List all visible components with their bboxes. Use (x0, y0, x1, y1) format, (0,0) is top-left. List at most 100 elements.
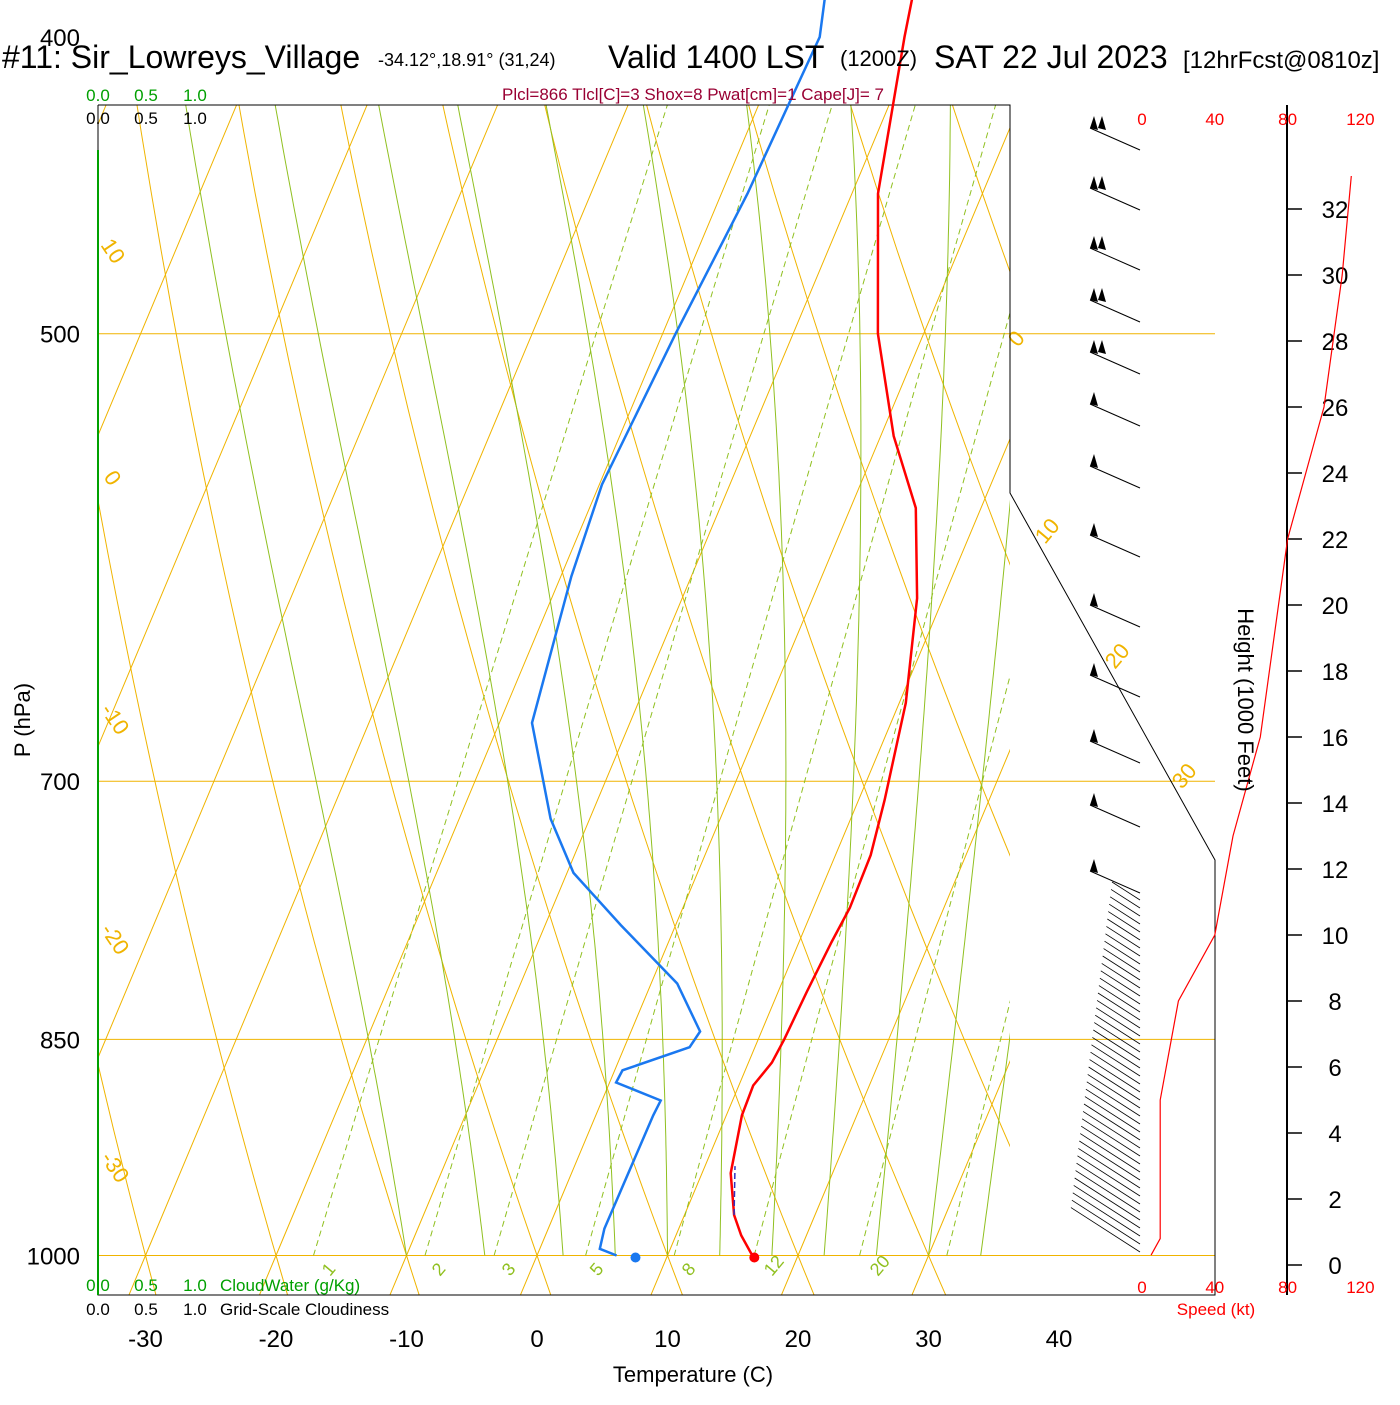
plot-frame (98, 105, 1215, 1295)
moist-adiabat-line (981, 0, 1185, 1256)
height-axis-title: Height (1000 Feet) (1233, 608, 1258, 791)
isotherm-line (0, 0, 313, 1320)
cloudwater-tick-bottom: 1.0 (183, 1276, 207, 1295)
wind-barb (1093, 1030, 1140, 1060)
wind-barb-flag (1098, 288, 1106, 302)
isotherm-line (0, 0, 52, 1320)
height-tick-label: 10 (1322, 923, 1349, 950)
dry-adiabat-line (1164, 0, 1400, 1320)
wind-barb (1096, 1008, 1140, 1036)
dry-adiabat-line (0, 0, 295, 1320)
wind-barb (1101, 971, 1140, 996)
station-name: #11: Sir_Lowreys_Village (2, 39, 360, 75)
wind-barb (1091, 1052, 1140, 1084)
isotherm-line (0, 0, 835, 1320)
wind-barb-flag (1090, 454, 1098, 468)
moist-adiabat-line (621, 0, 786, 1256)
wind-barb-flag (1090, 663, 1098, 677)
wind-barb-flag (1098, 340, 1106, 354)
isotherm-label: 30 (1167, 758, 1202, 793)
wind-barb (1110, 897, 1140, 916)
wind-barb (1076, 1171, 1140, 1212)
cloudwater-label: CloudWater (g/Kg) (220, 1276, 360, 1295)
wind-barb-flag (1090, 523, 1098, 537)
x-axis-title: Temperature (C) (613, 1362, 773, 1387)
wind-barb-flag (1090, 236, 1098, 250)
height-tick-label: 20 (1322, 593, 1349, 620)
wind-barb (1090, 805, 1140, 827)
dry-adiabat-line (135, 0, 560, 1320)
wind-barb (1092, 1037, 1140, 1068)
y-tick-label: 850 (40, 1027, 80, 1054)
utc-time: (1200Z) (840, 46, 917, 71)
cloudwater-tick-top: 0.5 (134, 86, 158, 105)
isotherm-line (0, 0, 443, 1320)
cloudwater-tick-top: 0.0 (86, 86, 110, 105)
moist-adiabat-line (173, 0, 484, 1256)
wind-barb (1090, 128, 1140, 150)
wind-barb (1074, 1185, 1140, 1228)
wind-barb (1090, 300, 1140, 322)
mixing-ratio-line (494, 37, 852, 1256)
cloudiness-tick-bottom: 0.0 (86, 1300, 110, 1319)
temperature-profile-line (731, 0, 1047, 1256)
wind-barb (1090, 466, 1140, 488)
speed-tick-bottom: 40 (1205, 1278, 1224, 1297)
wind-barb (1090, 352, 1140, 374)
isotherm-label: -30 (96, 1147, 135, 1187)
wind-barb (1090, 675, 1140, 697)
x-tick-label: -20 (259, 1326, 294, 1353)
isotherm-label: 20 (1100, 638, 1135, 673)
isotherm-line (771, 0, 1400, 1320)
wind-barb (1094, 1023, 1140, 1052)
speed-tick-top: 80 (1278, 110, 1297, 129)
x-tick-label: 40 (1046, 1326, 1073, 1353)
mixing-ratio-label: 8 (678, 1259, 700, 1280)
wind-barb (1079, 1141, 1140, 1180)
isotherm-label: 0 (99, 466, 127, 490)
y-axis-title: P (hPa) (10, 683, 35, 757)
height-tick-label: 0 (1328, 1253, 1341, 1280)
wind-barb (1090, 404, 1140, 426)
speed-tick-bottom: 80 (1278, 1278, 1297, 1297)
dry-adiabat-line (735, 0, 1400, 1320)
wind-barb (1109, 904, 1140, 924)
cloudiness-tick-top: 0.0 (86, 109, 110, 128)
wind-barb (1090, 248, 1140, 270)
wind-barb-flag (1090, 392, 1098, 406)
wind-barb (1077, 1156, 1140, 1196)
wind-barb-flag (1090, 288, 1098, 302)
x-tick-label: -30 (128, 1326, 163, 1353)
height-tick-label: 12 (1322, 857, 1349, 884)
height-tick-label: 6 (1328, 1055, 1341, 1082)
mixing-ratio-line (586, 37, 936, 1256)
wind-barb-flag (1090, 340, 1098, 354)
isotherm-label: -10 (96, 699, 135, 739)
height-tick-label: 14 (1322, 791, 1349, 818)
isotherm-line (118, 0, 965, 1320)
wind-barb (1097, 1000, 1140, 1028)
wind-barb (1083, 1111, 1140, 1148)
cloudiness-tick-bottom: 0.5 (134, 1300, 158, 1319)
speed-tick-top: 120 (1346, 110, 1374, 129)
wind-barb (1102, 963, 1140, 988)
wind-barb (1080, 1134, 1140, 1172)
wind-barb-flag (1090, 176, 1098, 190)
wind-barb (1084, 1104, 1140, 1140)
isotherm-line (0, 0, 574, 1320)
mixing-ratio-line (674, 37, 1015, 1256)
wind-barb (1081, 1126, 1140, 1164)
height-tick-label: 22 (1322, 527, 1349, 554)
moist-adiabat-line (263, 0, 563, 1256)
wind-barb (1085, 1097, 1140, 1132)
wind-barb (1091, 1045, 1140, 1076)
x-tick-label: 0 (530, 1326, 543, 1353)
wind-barb (1082, 1119, 1140, 1156)
x-tick-label: 10 (654, 1326, 681, 1353)
wind-barb-flag (1090, 116, 1098, 130)
speed-tick-top: 0 (1137, 110, 1146, 129)
cloudwater-tick-bottom: 0.0 (86, 1276, 110, 1295)
cloudiness-tick-bottom: 1.0 (183, 1300, 207, 1319)
